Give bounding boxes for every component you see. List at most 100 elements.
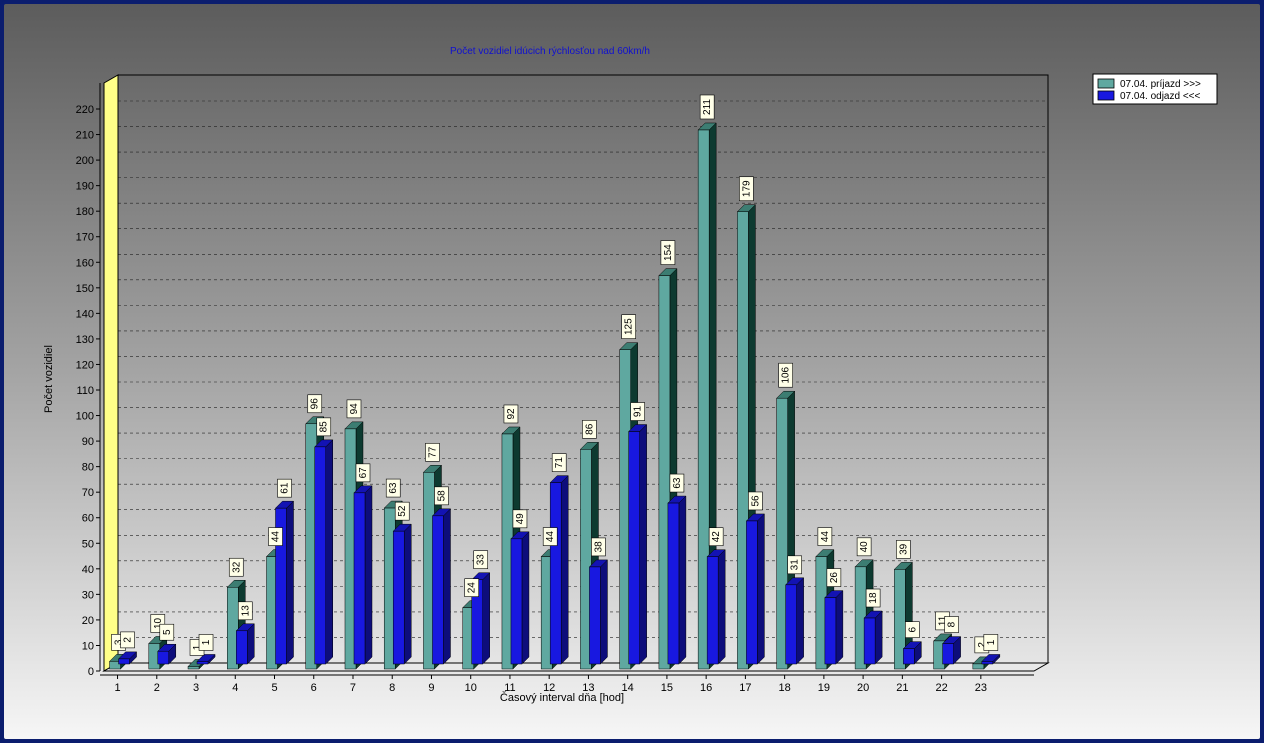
y-tick-label: 50 <box>82 538 94 550</box>
data-label-box <box>865 588 881 608</box>
y-tick-label: 170 <box>76 232 94 244</box>
data-label-box <box>660 240 676 265</box>
data-label: 67 <box>358 467 369 479</box>
data-label: 52 <box>397 505 408 517</box>
bar <box>118 658 130 665</box>
y-tick-label: 20 <box>82 615 94 627</box>
bar <box>894 569 906 670</box>
data-label: 1 <box>986 639 997 645</box>
bar-side <box>560 475 569 665</box>
data-label-box <box>120 631 135 649</box>
data-label: 49 <box>515 513 526 525</box>
y-tick-label: 70 <box>82 487 94 499</box>
x-tick-label: 3 <box>193 682 199 694</box>
y-tick-label: 120 <box>76 359 94 371</box>
data-label: 10 <box>153 617 164 629</box>
bar <box>187 666 200 670</box>
bar <box>942 643 954 665</box>
data-label-box <box>434 486 449 506</box>
bar-side <box>403 523 412 665</box>
data-label-box <box>307 394 323 414</box>
data-label: 71 <box>554 457 565 469</box>
data-label: 32 <box>231 561 242 573</box>
data-label: 91 <box>633 406 644 418</box>
x-tick-label: 6 <box>311 682 317 694</box>
legend-swatch-departure <box>1097 90 1115 101</box>
chart-title: Počet vozidiel idúcich rýchlosťou nad 60… <box>450 46 650 57</box>
x-tick-label: 17 <box>739 682 751 694</box>
data-label-box <box>198 634 214 651</box>
bar <box>981 661 994 665</box>
data-label-box <box>551 453 567 472</box>
data-label: 44 <box>271 531 282 543</box>
bar <box>353 492 366 665</box>
x-tick-label: 10 <box>465 682 477 694</box>
data-label: 13 <box>240 605 251 617</box>
bar <box>697 129 710 670</box>
y-tick-label: 220 <box>76 104 94 116</box>
data-label: 5 <box>162 629 173 635</box>
bar <box>863 617 876 665</box>
data-label-box <box>621 314 636 339</box>
plot-left-wall <box>103 74 119 672</box>
data-label-box <box>826 568 842 587</box>
bar <box>972 663 985 670</box>
x-tick-label: 7 <box>350 682 356 694</box>
data-label: 24 <box>467 582 478 594</box>
bar <box>628 431 640 665</box>
x-tick-label: 12 <box>543 682 555 694</box>
data-label-box <box>503 404 519 424</box>
data-label: 85 <box>319 421 330 433</box>
data-label-box <box>748 491 763 511</box>
x-tick-label: 20 <box>857 682 869 694</box>
y-tick-label: 110 <box>76 385 94 397</box>
legend-label-arrival: 07.04. príjazd >>> <box>1120 79 1201 90</box>
legend-swatch-arrival <box>1097 78 1115 89</box>
bar <box>667 502 680 665</box>
bar <box>432 515 444 665</box>
y-tick-label: 90 <box>82 436 94 448</box>
bar <box>227 587 239 670</box>
data-label: 154 <box>663 244 674 261</box>
data-label-box <box>856 537 872 557</box>
x-tick-label: 11 <box>504 682 515 694</box>
data-label-box <box>591 537 606 557</box>
data-label: 94 <box>349 403 360 415</box>
data-label: 1 <box>201 639 212 645</box>
bar <box>589 566 601 665</box>
data-label: 31 <box>790 559 801 571</box>
y-tick-label: 60 <box>82 513 94 525</box>
x-axis-label: Časový interval dňa [hod] <box>500 691 624 704</box>
data-label-box <box>896 540 911 559</box>
x-tick-label: 9 <box>428 682 434 694</box>
x-tick-label: 23 <box>975 682 987 694</box>
data-label: 86 <box>584 423 595 435</box>
bar <box>658 275 671 670</box>
y-tick-label: 30 <box>82 589 94 601</box>
data-label-box <box>425 442 440 462</box>
data-label: 211 <box>702 99 713 115</box>
y-tick-label: 160 <box>76 257 94 269</box>
y-tick-label: 180 <box>76 206 94 218</box>
bar <box>392 530 405 665</box>
x-tick-label: 15 <box>661 682 673 694</box>
bar-side <box>364 485 373 665</box>
x-tick-label: 16 <box>700 682 712 694</box>
data-label-box <box>464 578 480 597</box>
bar <box>776 397 788 670</box>
data-label-box <box>316 417 332 437</box>
bar <box>275 507 287 665</box>
data-label: 61 <box>280 482 291 494</box>
bar <box>746 520 758 665</box>
x-tick-label: 19 <box>818 682 830 694</box>
data-label-box <box>346 399 362 419</box>
data-label: 39 <box>898 543 909 555</box>
data-label-box <box>582 420 597 439</box>
bar <box>314 446 326 665</box>
data-label: 77 <box>427 446 438 458</box>
data-label: 106 <box>781 366 792 383</box>
y-axis-label: Počet vozidiel <box>43 345 55 413</box>
bar <box>706 556 719 665</box>
y-tick-label: 150 <box>76 283 94 295</box>
bar-side <box>325 439 333 665</box>
